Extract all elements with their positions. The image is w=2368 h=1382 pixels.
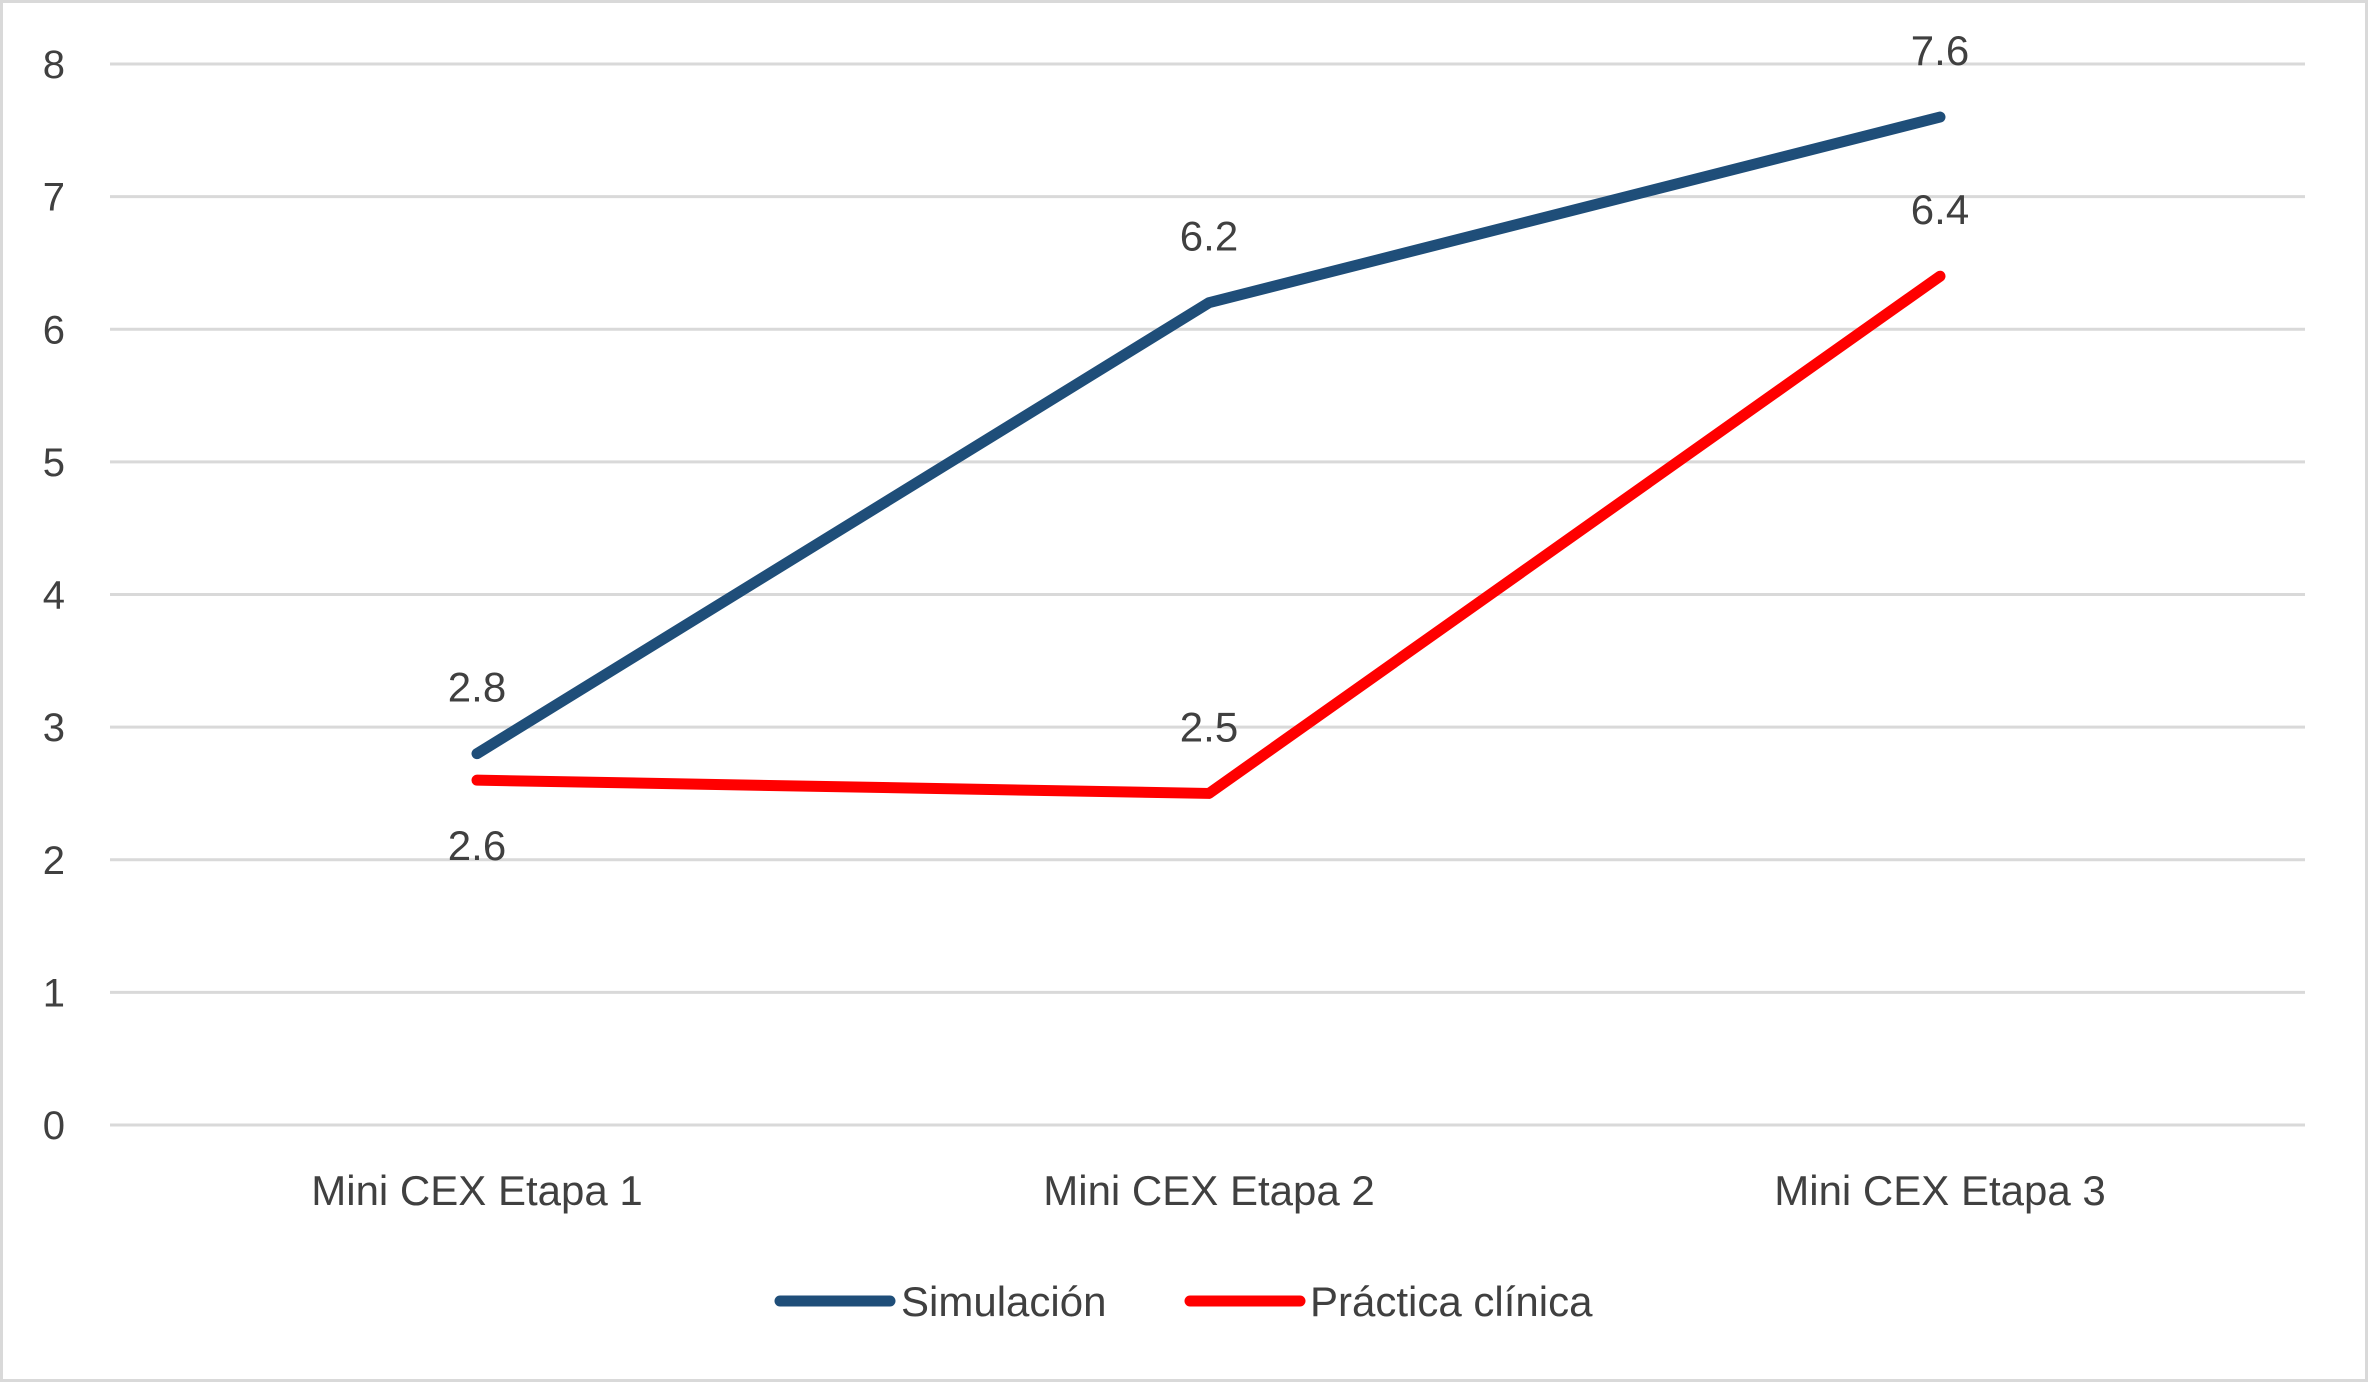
y-tick-label: 6 [43,308,65,352]
data-label: 2.6 [448,822,506,869]
y-axis-ticks: 0 1 2 3 4 5 6 7 8 [43,43,65,1148]
y-tick-label: 0 [43,1104,65,1148]
y-tick-label: 1 [43,971,65,1015]
y-tick-label: 2 [43,839,65,883]
data-label: 2.5 [1180,703,1238,750]
legend-label: Simulación [901,1278,1106,1325]
y-tick-label: 8 [43,43,65,87]
data-label: 6.2 [1180,213,1238,260]
legend-label: Práctica clínica [1310,1278,1593,1325]
x-category-label: Mini CEX Etapa 3 [1774,1167,2106,1214]
x-category-label: Mini CEX Etapa 1 [311,1167,643,1214]
series-line-1 [471,111,1946,760]
series-lines [471,111,1946,799]
y-tick-label: 7 [43,176,65,220]
legend: Simulación Práctica clínica [774,1278,1593,1325]
x-category-label: Mini CEX Etapa 2 [1043,1167,1375,1214]
series-line-2 [471,270,1946,799]
y-tick-label: 5 [43,441,65,485]
gridlines [110,62,2305,1127]
x-axis-categories: Mini CEX Etapa 1 Mini CEX Etapa 2 Mini CEX… [311,1167,2106,1214]
y-tick-label: 4 [43,574,65,618]
y-tick-label: 3 [43,706,65,750]
data-label: 7.6 [1911,27,1969,74]
data-label: 2.8 [448,664,506,711]
data-labels: 2.8 6.2 7.6 2.6 2.5 6.4 [448,27,1969,869]
data-label: 6.4 [1911,186,1969,233]
